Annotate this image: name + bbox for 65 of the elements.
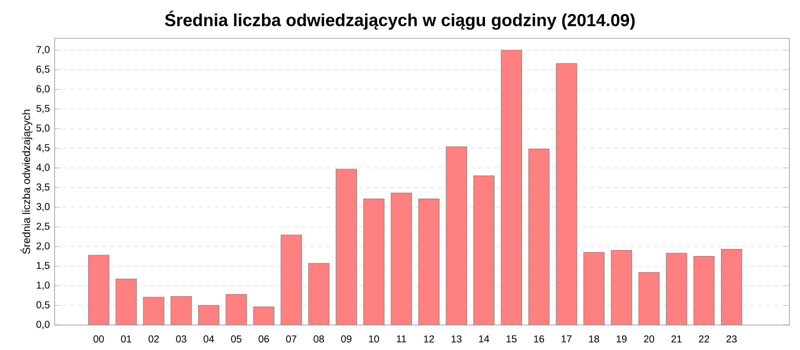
bar <box>280 235 302 325</box>
y-tick-label: 5,5 <box>36 104 50 114</box>
x-tick-label: 22 <box>698 335 710 342</box>
x-tick-label: 07 <box>286 335 296 342</box>
bar <box>720 248 742 325</box>
x-tick-label: 18 <box>589 335 600 342</box>
bar <box>474 176 494 325</box>
bar <box>446 146 467 325</box>
x-tick-label: 05 <box>231 335 242 342</box>
x-tick-label: 04 <box>204 335 214 342</box>
x-tick-label: 21 <box>671 335 682 342</box>
bar <box>308 263 330 325</box>
y-tick-label: 2,5 <box>36 222 50 231</box>
y-axis-title: Średnia liczba odwiedzających <box>20 110 32 254</box>
y-tick-label: 4,0 <box>36 164 50 172</box>
x-tick-label: 02 <box>148 335 159 342</box>
y-tick-label: 3,5 <box>36 183 50 192</box>
x-tick-label: 01 <box>121 335 132 342</box>
y-tick-label: 0,0 <box>36 320 50 330</box>
x-tick-label: 14 <box>479 335 490 342</box>
x-tick-label: 11 <box>396 335 406 342</box>
bar <box>116 279 137 325</box>
bar <box>198 305 220 325</box>
x-tick-label: 17 <box>562 335 572 342</box>
y-tick-label: 1,0 <box>36 282 50 290</box>
x-tick-label: 09 <box>341 335 352 342</box>
bar <box>556 63 577 325</box>
bar <box>611 250 632 325</box>
y-tick-label: 1,5 <box>36 262 50 270</box>
y-tick-label: 7,0 <box>36 46 50 54</box>
x-tick-label: 19 <box>616 335 627 342</box>
x-tick-label: 12 <box>424 335 434 342</box>
x-tick-label: 16 <box>534 335 544 342</box>
bar <box>336 169 357 325</box>
bar <box>638 272 660 325</box>
bar <box>391 193 412 325</box>
x-tick-label: 20 <box>644 335 654 342</box>
bar <box>694 256 714 325</box>
x-tick-label: 10 <box>369 335 380 342</box>
y-tick-label: 2,0 <box>36 242 50 251</box>
y-tick-label: 0,5 <box>36 301 50 310</box>
bar <box>584 252 604 325</box>
chart-title: Średnia liczba odwiedzających w ciągu godziny (2014.09) <box>164 10 635 30</box>
x-tick-label: 06 <box>258 335 269 342</box>
bar <box>226 294 247 325</box>
y-tick-label: 3,0 <box>36 203 50 212</box>
x-tick-label: 13 <box>452 335 462 342</box>
y-tick-label: 6,5 <box>36 66 50 74</box>
x-tick-label: 15 <box>506 335 517 342</box>
x-tick-label: 00 <box>94 335 104 342</box>
y-tick-label: 6,0 <box>36 85 50 94</box>
y-tick-label: 5,0 <box>36 124 50 133</box>
x-tick-label: 03 <box>176 335 186 342</box>
bar <box>88 255 110 325</box>
x-tick-label: 23 <box>726 335 737 342</box>
bar <box>528 149 550 325</box>
bar <box>170 296 192 325</box>
bar <box>501 50 522 325</box>
bar <box>666 253 687 325</box>
x-tick-label: 08 <box>314 335 324 342</box>
y-tick-label: 4,5 <box>36 144 50 152</box>
bar <box>418 198 440 325</box>
bar <box>253 306 274 325</box>
bar <box>364 198 384 325</box>
bar <box>143 297 164 325</box>
